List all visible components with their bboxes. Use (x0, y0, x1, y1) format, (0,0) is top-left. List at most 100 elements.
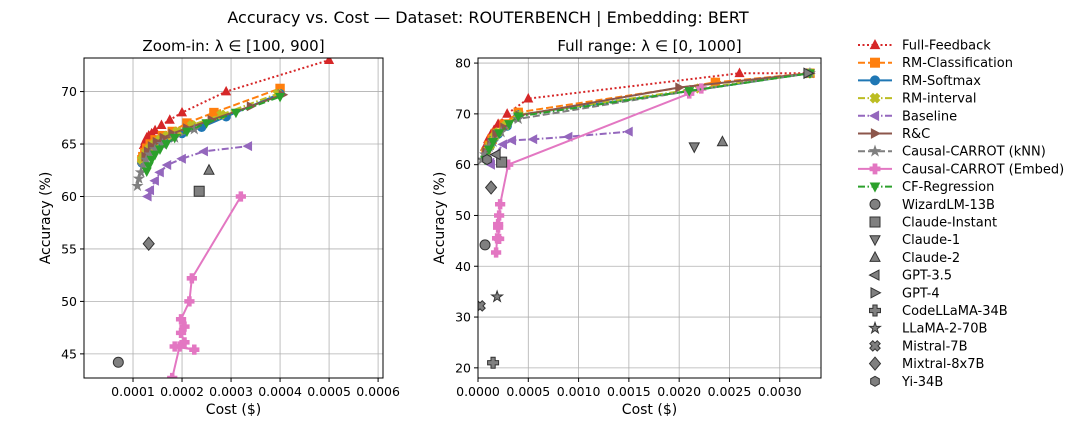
model-point-wizardlm-13b (479, 239, 491, 251)
data-point-cf-regression (504, 120, 515, 130)
data-point-cf-regression (150, 150, 161, 161)
plot-frame (83, 57, 384, 379)
legend-label: LLaMA-2-70B (902, 322, 987, 337)
x-axis-label: Cost ($) (622, 402, 677, 418)
data-point-cf-regression (513, 112, 524, 123)
model-point-gpt-4 (803, 67, 815, 80)
legend-label: Yi-34B (901, 375, 943, 390)
x-tick-label: 0.0002 (160, 384, 204, 399)
legend-label: Claude-1 (902, 233, 960, 248)
data-point-full-feedback (221, 85, 232, 96)
data-point-causal-carrot-knn (131, 179, 144, 192)
data-point-cf-regression (143, 162, 154, 172)
legend-label: RM-interval (902, 92, 977, 107)
series-group (478, 66, 817, 369)
legend-label: RM-Softmax (902, 74, 981, 89)
data-point-cf-regression (201, 119, 212, 129)
legend-label: GPT-3.5 (902, 269, 952, 284)
data-point-baseline (242, 141, 253, 152)
legend-marker (869, 182, 881, 193)
legend-marker (870, 128, 882, 139)
legend-label: Mixtral-8x7B (902, 357, 984, 372)
series-group (112, 58, 335, 378)
legend-marker (869, 304, 881, 317)
x-tick-label: 0.0030 (758, 384, 802, 399)
legend-entry-claude-1: Claude-1 (869, 233, 960, 248)
legend-marker (868, 269, 880, 281)
legend-marker (868, 320, 882, 335)
model-point-mixtral-8x7b (484, 180, 498, 195)
panel-title: Full range: λ ∈ [0, 1000] (557, 37, 741, 55)
legend-entry-gpt-3-5: GPT-3.5 (868, 269, 952, 284)
legend-marker (869, 339, 881, 352)
data-point-full-feedback (177, 106, 188, 117)
legend-label: Mistral-7B (902, 339, 968, 354)
data-point-full-feedback (156, 119, 167, 130)
legend-entry-claude-instant: Claude-Instant (869, 216, 997, 231)
model-point-claude-2 (203, 163, 215, 175)
legend-entry-rm-classification: RM-Classification (858, 56, 1013, 71)
x-tick-label: 0.0005 (307, 384, 351, 399)
model-point-llama-2-70b (490, 289, 505, 303)
data-point-full-feedback (164, 114, 175, 124)
y-axis-label: Accuracy (%) (38, 172, 54, 265)
model-point-yi-34b (482, 154, 492, 166)
legend-entry-causal-carrot-knn: Causal-CARROT (kNN) (858, 144, 1046, 160)
legend-marker (869, 216, 881, 228)
data-point-full-feedback (324, 58, 335, 64)
data-point-causal-carrot-embed (179, 337, 190, 348)
legend-label: Full-Feedback (902, 39, 991, 54)
y-tick-label: 65 (61, 137, 77, 152)
y-tick-label: 70 (455, 106, 471, 121)
legend-label: CF-Regression (902, 180, 994, 195)
data-point-causal-carrot-embed (189, 344, 200, 355)
data-point-baseline (144, 185, 155, 196)
legend-entry-codellama-34b: CodeLLaMA-34B (869, 304, 1008, 319)
y-tick-label: 55 (61, 241, 77, 256)
y-tick-label: 60 (61, 189, 77, 204)
legend-entry-mixtral-8x7b: Mixtral-8x7B (868, 356, 984, 372)
data-point-baseline (562, 131, 573, 142)
data-point-full-feedback (734, 67, 745, 78)
y-tick-label: 20 (455, 360, 471, 375)
legend-entry-cf-regression: CF-Regression (858, 180, 994, 195)
legend-marker (868, 144, 882, 157)
legend-entry-full-feedback: Full-Feedback (858, 39, 991, 54)
data-point-cf-regression (275, 92, 286, 103)
data-point-causal-carrot-embed (186, 273, 197, 284)
legend-label: WizardLM-13B (902, 198, 995, 213)
data-point-full-feedback (502, 108, 513, 118)
legend-entry-mistral-7b: Mistral-7B (869, 339, 968, 354)
x-tick-label: 0.0003 (209, 384, 253, 399)
y-tick-label: 45 (61, 346, 77, 361)
legend: Full-Feedback RM-Classification RM-Softmax… (858, 39, 1064, 390)
data-point-baseline (154, 167, 164, 178)
model-point-codellama-34b (487, 356, 500, 369)
panel-title: Zoom-in: λ ∈ [100, 900] (142, 37, 324, 55)
data-point-baseline (161, 159, 172, 171)
legend-label: GPT-4 (902, 286, 940, 301)
data-point-cf-regression (484, 145, 495, 156)
data-point-causal-carrot-embed (490, 247, 502, 258)
x-tick-label: 0.0010 (557, 384, 601, 399)
data-point-cf-regression (684, 87, 695, 97)
model-point-mistral-7b (478, 299, 486, 312)
model-point-claude-instant (193, 185, 205, 197)
legend-label: CodeLLaMA-34B (902, 304, 1008, 319)
data-point-causal-carrot-embed (495, 199, 506, 210)
legend-entry-gpt-4: GPT-4 (870, 286, 940, 301)
data-point-causal-carrot-embed (167, 372, 178, 378)
model-point-wizardlm-13b (112, 356, 124, 368)
x-tick-label: 0.0025 (708, 384, 752, 399)
data-point-baseline (527, 134, 538, 145)
legend-entry-llama-2-70b: LLaMA-2-70B (868, 320, 987, 337)
data-point-causal-carrot-embed (169, 341, 180, 352)
legend-label: Claude-Instant (902, 216, 997, 231)
zoom-in-panel: 0.0001 0.0002 0.0003 0.0004 0.0005 0.0006 45 50… (38, 37, 400, 418)
legend-entry-rm-softmax: RM-Softmax (858, 74, 981, 89)
legend-marker (870, 75, 880, 86)
data-point-causal-carrot-embed (235, 191, 246, 202)
data-point-cf-regression (181, 127, 192, 138)
legend-marker (869, 235, 881, 247)
legend-marker (870, 375, 880, 387)
